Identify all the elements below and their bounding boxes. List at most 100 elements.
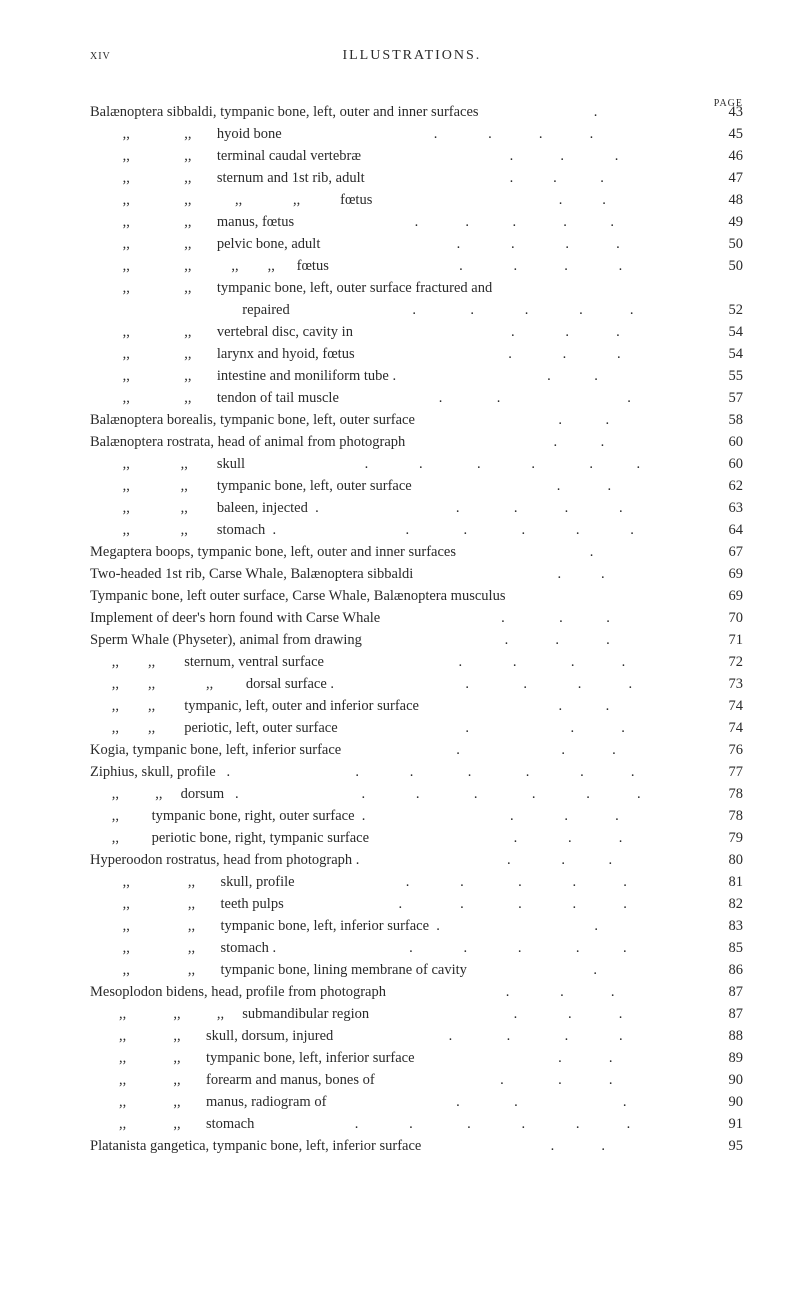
leader-dots: . . . . bbox=[333, 1026, 709, 1048]
entry-text: ,, ,, dorsum . bbox=[90, 784, 239, 806]
leader-dots: . . bbox=[396, 366, 709, 388]
entry-page-number: 49 bbox=[709, 212, 743, 234]
entry-text: Tympanic bone, left outer surface, Carse… bbox=[90, 586, 505, 608]
list-item: ,, ,, tympanic bone, left, outer surface… bbox=[90, 278, 743, 300]
entry-text: ,, tympanic bone, right, outer surface . bbox=[90, 806, 365, 828]
entry-text: ,, ,, terminal caudal vertebræ bbox=[90, 146, 361, 168]
entry-text: Balænoptera rostrata, head of animal fro… bbox=[90, 432, 405, 454]
entry-page-number: 83 bbox=[709, 916, 743, 938]
leader-dots: . . bbox=[405, 432, 709, 454]
leader-dots: . bbox=[440, 916, 709, 938]
entry-text: ,, ,, tympanic, left, outer and inferior… bbox=[90, 696, 419, 718]
list-item: ,, ,, tympanic bone, left, inferior surf… bbox=[90, 916, 743, 938]
entry-page-number: 47 bbox=[709, 168, 743, 190]
list-item: Balænoptera rostrata, head of animal fro… bbox=[90, 432, 743, 454]
leader-dots: . . . bbox=[341, 740, 709, 762]
entry-text: ,, ,, skull, dorsum, injured bbox=[90, 1026, 333, 1048]
entry-text: Hyperoodon rostratus, head from photogra… bbox=[90, 850, 359, 872]
leader-dots: . . bbox=[415, 1048, 709, 1070]
list-item: ,, ,, ,, submandibular region . . .87 bbox=[90, 1004, 743, 1026]
list-item: Mesoplodon bidens, head, profile from ph… bbox=[90, 982, 743, 1004]
list-item: ,, ,, tympanic bone, lining membrane of … bbox=[90, 960, 743, 982]
list-item: ,, ,, baleen, injected . . . . .63 bbox=[90, 498, 743, 520]
leader-dots: . . . . . bbox=[276, 938, 709, 960]
entry-text: repaired bbox=[90, 300, 290, 322]
entry-text: ,, ,, tympanic bone, left, inferior surf… bbox=[90, 916, 440, 938]
list-item: ,, ,, sternum, ventral surface . . . .72 bbox=[90, 652, 743, 674]
entry-text: ,, ,, sternum, ventral surface bbox=[90, 652, 324, 674]
entry-text: Megaptera boops, tympanic bone, left, ou… bbox=[90, 542, 456, 564]
list-item: Platanista gangetica, tympanic bone, lef… bbox=[90, 1136, 743, 1158]
leader-dots: . . . bbox=[353, 322, 709, 344]
entry-page-number: 43 bbox=[709, 102, 743, 124]
list-item: ,, ,, ,, ,, fœtus . . . .50 bbox=[90, 256, 743, 278]
entry-text: ,, ,, tympanic bone, left, outer surface bbox=[90, 476, 412, 498]
list-item: Megaptera boops, tympanic bone, left, ou… bbox=[90, 542, 743, 564]
list-item: ,, ,, teeth pulps . . . . .82 bbox=[90, 894, 743, 916]
leader-dots: . . . . . . bbox=[239, 784, 709, 806]
leader-dots: . . bbox=[419, 696, 709, 718]
list-item: ,, ,, vertebral disc, cavity in . . .54 bbox=[90, 322, 743, 344]
entry-page-number: 78 bbox=[709, 806, 743, 828]
entry-text: ,, ,, vertebral disc, cavity in bbox=[90, 322, 353, 344]
list-item: ,, ,, stomach . . . . . .64 bbox=[90, 520, 743, 542]
section-title: ILLUSTRATIONS. bbox=[342, 48, 481, 64]
entry-page-number: 45 bbox=[709, 124, 743, 146]
entry-page-number: 55 bbox=[709, 366, 743, 388]
entry-page-number: 50 bbox=[709, 256, 743, 278]
leader-dots: . bbox=[479, 102, 709, 124]
list-item: Implement of deer's horn found with Cars… bbox=[90, 608, 743, 630]
leader-dots: . . . bbox=[326, 1092, 709, 1114]
illustrations-list: Balænoptera sibbaldi, tympanic bone, lef… bbox=[90, 102, 743, 1158]
leader-dots: . . . . . bbox=[284, 894, 709, 916]
leader-dots: . . . . . bbox=[290, 300, 709, 322]
leader-dots: . . . . . . bbox=[254, 1114, 709, 1136]
entry-page-number: 89 bbox=[709, 1048, 743, 1070]
page-header: xiv ILLUSTRATIONS. bbox=[90, 48, 743, 64]
entry-text: Mesoplodon bidens, head, profile from ph… bbox=[90, 982, 386, 1004]
leader-dots: . . . bbox=[369, 1004, 709, 1026]
entry-page-number: 77 bbox=[709, 762, 743, 784]
entry-text: ,, ,, sternum and 1st rib, adult bbox=[90, 168, 365, 190]
list-item: ,, ,, tympanic, left, outer and inferior… bbox=[90, 696, 743, 718]
leader-dots: . . bbox=[413, 564, 709, 586]
leader-dots: . . . bbox=[365, 806, 709, 828]
entry-page-number: 74 bbox=[709, 718, 743, 740]
entry-text: ,, ,, ,, ,, fœtus bbox=[90, 190, 372, 212]
entry-page-number: 71 bbox=[709, 630, 743, 652]
leader-dots: . . . bbox=[369, 828, 709, 850]
leader-dots: . . . bbox=[355, 344, 709, 366]
leader-dots: . . . bbox=[361, 146, 709, 168]
leader-dots: . . . . bbox=[324, 652, 709, 674]
list-item: Sperm Whale (Physeter), animal from draw… bbox=[90, 630, 743, 652]
list-item: ,, ,, skull, profile . . . . .81 bbox=[90, 872, 743, 894]
list-item: Two-headed 1st rib, Carse Whale, Balænop… bbox=[90, 564, 743, 586]
list-item: ,, ,, skull . . . . . .60 bbox=[90, 454, 743, 476]
entry-text: ,, ,, tympanic bone, left, inferior surf… bbox=[90, 1048, 415, 1070]
list-item: ,, ,, tympanic bone, left, inferior surf… bbox=[90, 1048, 743, 1070]
list-item: ,, ,, ,, dorsal surface . . . . .73 bbox=[90, 674, 743, 696]
list-item: ,, ,, larynx and hyoid, fœtus . . .54 bbox=[90, 344, 743, 366]
list-item: Hyperoodon rostratus, head from photogra… bbox=[90, 850, 743, 872]
entry-text: Ziphius, skull, profile . bbox=[90, 762, 230, 784]
leader-dots: . . . . . . bbox=[245, 454, 709, 476]
list-item: ,, ,, manus, fœtus . . . . .49 bbox=[90, 212, 743, 234]
entry-page-number: 54 bbox=[709, 322, 743, 344]
entry-page-number: 54 bbox=[709, 344, 743, 366]
leader-dots: . . bbox=[415, 410, 709, 432]
entry-page-number: 74 bbox=[709, 696, 743, 718]
entry-page-number: 73 bbox=[709, 674, 743, 696]
entry-page-number: 60 bbox=[709, 432, 743, 454]
entry-text: ,, periotic bone, right, tympanic surfac… bbox=[90, 828, 369, 850]
entry-text: ,, ,, manus, radiogram of bbox=[90, 1092, 326, 1114]
list-item: ,, periotic bone, right, tympanic surfac… bbox=[90, 828, 743, 850]
entry-text: ,, ,, larynx and hyoid, fœtus bbox=[90, 344, 355, 366]
entry-page-number: 63 bbox=[709, 498, 743, 520]
entry-page-number: 88 bbox=[709, 1026, 743, 1048]
entry-text: Two-headed 1st rib, Carse Whale, Balænop… bbox=[90, 564, 413, 586]
entry-page-number: 80 bbox=[709, 850, 743, 872]
list-item: Kogia, tympanic bone, left, inferior sur… bbox=[90, 740, 743, 762]
list-item: repaired . . . . .52 bbox=[90, 300, 743, 322]
list-item: ,, ,, terminal caudal vertebræ . . .46 bbox=[90, 146, 743, 168]
leader-dots: . . . . . bbox=[276, 520, 709, 542]
